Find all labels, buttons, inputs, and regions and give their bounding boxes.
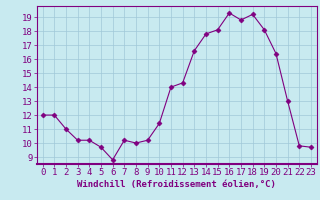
X-axis label: Windchill (Refroidissement éolien,°C): Windchill (Refroidissement éolien,°C) (77, 180, 276, 189)
